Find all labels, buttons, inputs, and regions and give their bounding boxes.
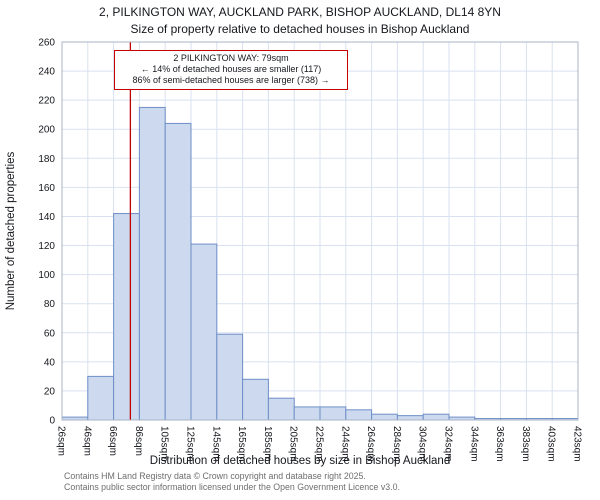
x-axis-title: Distribution of detached houses by size … <box>149 455 451 467</box>
y-tick-label: 220 <box>38 96 55 107</box>
x-tick-label: 26sqm <box>56 426 67 456</box>
x-tick-label: 304sqm <box>417 426 428 462</box>
histogram-bar <box>164 122 192 421</box>
histogram-bar <box>319 406 347 421</box>
y-tick-label: 260 <box>38 38 55 49</box>
annotation-title: 2 PILKINGTON WAY: 79sqm <box>173 53 289 63</box>
footer: Contains HM Land Registry data © Crown c… <box>64 471 400 493</box>
x-tick-label: 423sqm <box>572 426 583 462</box>
x-tick-label: 105sqm <box>159 426 170 462</box>
footer-line2: Contains public sector information licen… <box>64 482 400 492</box>
y-tick-label: 100 <box>38 270 55 281</box>
y-tick-label: 240 <box>38 67 55 78</box>
x-tick-label: 344sqm <box>468 426 479 462</box>
histogram-bar <box>396 415 424 421</box>
page-subtitle: Size of property relative to detached ho… <box>130 22 470 36</box>
x-tick-label: 66sqm <box>107 426 118 456</box>
x-tick-label: 324sqm <box>443 426 454 462</box>
x-tick-label: 225sqm <box>314 426 325 462</box>
x-tick-label: 284sqm <box>391 426 402 462</box>
x-tick-label: 363sqm <box>494 426 505 462</box>
x-tick-label: 125sqm <box>185 426 196 462</box>
histogram-bar <box>293 406 321 421</box>
y-tick-label: 60 <box>44 328 56 339</box>
y-tick-label: 180 <box>38 154 55 165</box>
annotation-larger-text: 86% of semi-detached houses are larger (… <box>132 75 330 85</box>
x-tick-label: 86sqm <box>133 426 144 456</box>
histogram-bar <box>190 243 218 421</box>
plot-border <box>61 41 579 421</box>
x-tick-label: 264sqm <box>365 426 376 462</box>
histogram-bar <box>216 333 244 421</box>
histogram-bar <box>345 409 373 421</box>
x-tick-label: 383sqm <box>520 426 531 462</box>
y-tick-label: 20 <box>44 386 56 397</box>
annotation-smaller-text: ← 14% of detached houses are smaller (11… <box>140 64 322 74</box>
annotation-box: 2 PILKINGTON WAY: 79sqm ← 14% of detache… <box>114 50 348 90</box>
footer-line1: Contains HM Land Registry data © Crown c… <box>64 471 366 481</box>
y-tick-label: 160 <box>38 183 55 194</box>
histogram-bar <box>138 106 166 421</box>
y-tick-label: 120 <box>38 241 55 252</box>
y-tick-label: 200 <box>38 125 55 136</box>
x-tick-label: 165sqm <box>236 426 247 462</box>
y-tick-label: 140 <box>38 212 55 223</box>
y-tick-label: 0 <box>49 416 55 427</box>
histogram-bar <box>242 378 269 421</box>
histogram-bar <box>267 397 295 421</box>
x-tick-label: 205sqm <box>288 426 299 462</box>
page-title: 2, PILKINGTON WAY, AUCKLAND PARK, BISHOP… <box>99 5 501 19</box>
histogram-bar <box>87 375 115 421</box>
x-tick-label: 244sqm <box>339 426 350 462</box>
histogram-bar <box>113 213 140 421</box>
histogram-bar <box>371 413 398 421</box>
y-tick-label: 40 <box>44 357 56 368</box>
x-tick-label: 185sqm <box>262 426 273 462</box>
x-tick-label: 46sqm <box>81 426 92 456</box>
x-tick-label: 145sqm <box>210 426 221 462</box>
y-axis-title: Number of detached properties <box>5 151 17 310</box>
y-tick-label: 80 <box>44 299 56 310</box>
x-tick-label: 403sqm <box>546 426 557 462</box>
histogram-bar <box>422 413 450 421</box>
